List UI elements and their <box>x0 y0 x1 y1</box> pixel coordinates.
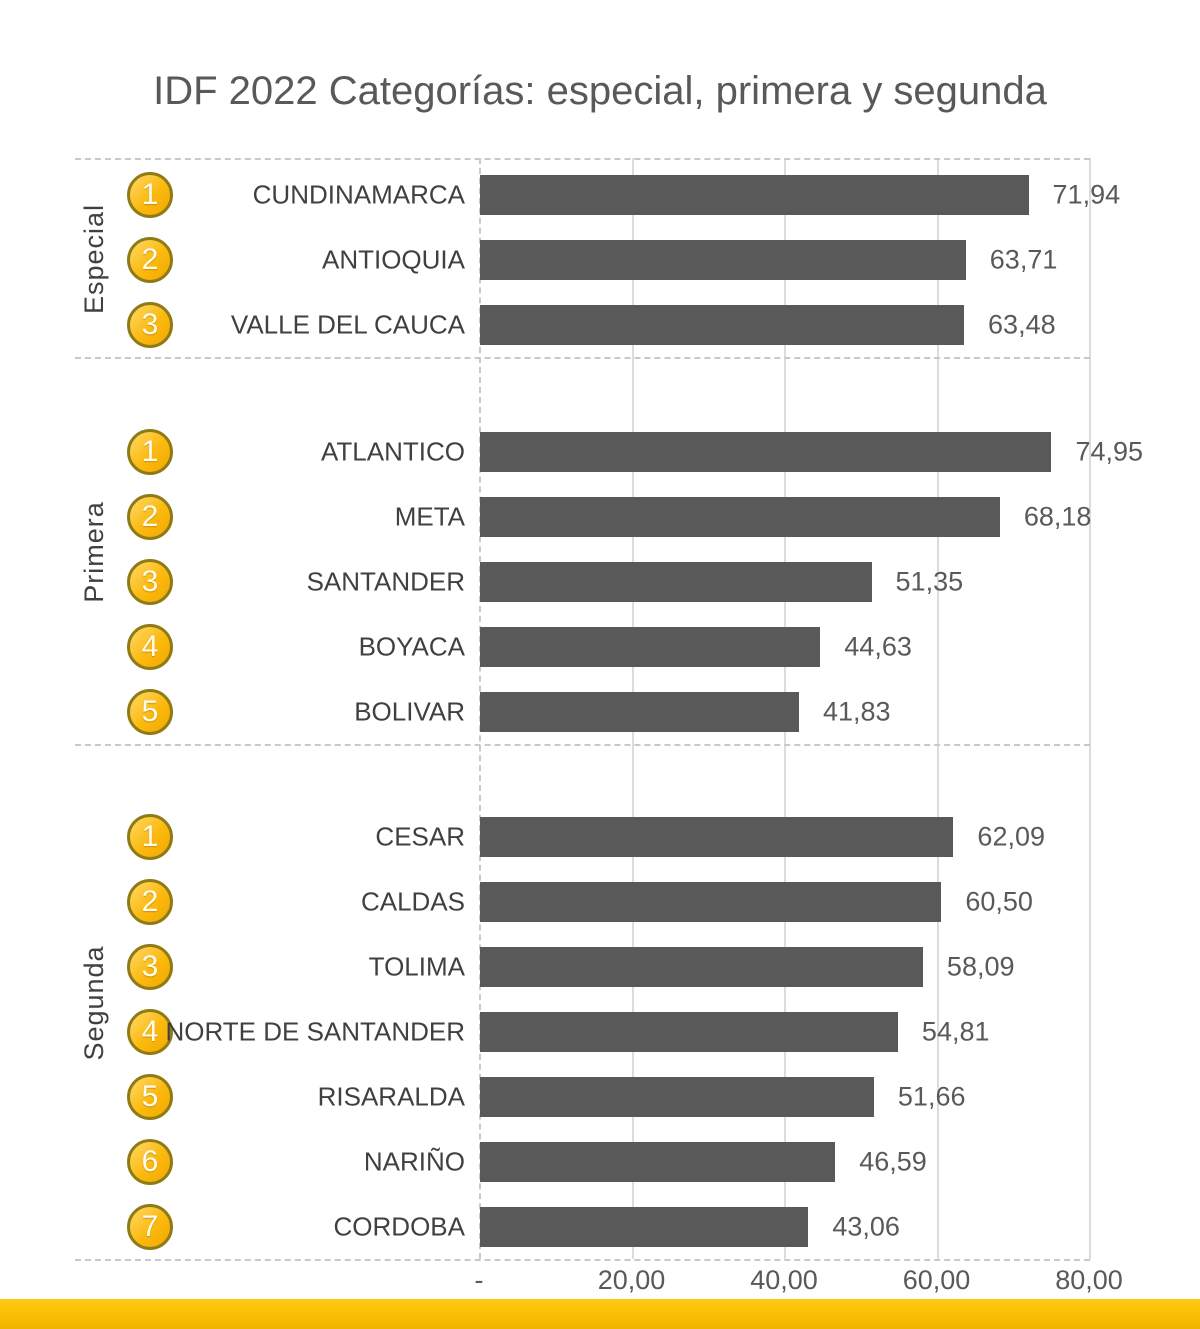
bar-row: 4 NORTE DE SANTANDER 54,81 <box>75 999 1090 1064</box>
rank-badge: 7 <box>127 1203 173 1250</box>
department-label: VALLE DEL CAUCA <box>230 309 465 339</box>
value-bar <box>480 1076 874 1117</box>
value-bar <box>480 881 942 922</box>
rank-badge: 5 <box>127 1073 173 1120</box>
x-tick-80: 80,00 <box>1055 1265 1123 1295</box>
rank-badge: 2 <box>127 493 173 540</box>
department-label: CESAR <box>375 821 465 851</box>
group-panel-segunda: Segunda 1 CESAR 62,09 2 CALDAS 60,50 3 TOLIMA 58,… <box>75 744 1090 1259</box>
department-label: CUNDINAMARCA <box>252 179 465 209</box>
bar-row: 1 ATLANTICO 74,95 <box>75 419 1143 484</box>
rank-badge: 6 <box>127 1138 173 1185</box>
x-axis: - 20,00 40,00 60,00 80,00 <box>75 1265 1123 1305</box>
bar-row: 2 CALDAS 60,50 <box>75 869 1090 934</box>
value-label: 63,71 <box>989 244 1058 274</box>
value-bar <box>480 1011 898 1052</box>
value-label: 44,63 <box>844 631 912 661</box>
x-tick-60: 60,00 <box>902 1265 971 1295</box>
value-bar <box>480 174 1029 215</box>
value-bar <box>480 691 799 732</box>
value-label: 51,35 <box>895 566 964 596</box>
bar-row: 3 SANTANDER 51,35 <box>75 549 1090 614</box>
department-label: CALDAS <box>360 886 465 916</box>
bar-row: 3 TOLIMA 58,09 <box>75 934 1090 999</box>
value-label: 62,09 <box>977 821 1045 851</box>
department-label: CORDOBA <box>333 1211 465 1241</box>
value-label: 71,94 <box>1052 179 1121 209</box>
bar-row: 3 VALLE DEL CAUCA 63,48 <box>75 292 1090 357</box>
bar-row: 6 NARIÑO 46,59 <box>75 1129 1090 1194</box>
department-label: SANTANDER <box>306 566 465 596</box>
value-label: 58,09 <box>946 951 1015 981</box>
x-tick-40: 40,00 <box>750 1265 818 1295</box>
accent-band <box>0 1299 1200 1329</box>
rank-badge: 4 <box>127 1008 173 1055</box>
bar-row: 1 CUNDINAMARCA 71,94 <box>75 162 1120 227</box>
value-bar <box>480 1206 809 1247</box>
rank-badge: 1 <box>127 171 173 218</box>
bar-row: 5 BOLIVAR 41,83 <box>75 679 1090 744</box>
rank-badge: 2 <box>127 878 173 925</box>
value-bar <box>480 816 954 857</box>
bar-chart: Especial 1 CUNDINAMARCA 71,94 2 ANTIOQUIA 63,7… <box>75 158 1143 1261</box>
value-bar <box>480 431 1052 472</box>
bar-row: 7 CORDOBA 43,06 <box>75 1194 1090 1259</box>
department-label: BOLIVAR <box>354 696 465 726</box>
rank-badge: 3 <box>127 943 173 990</box>
value-label: 74,95 <box>1075 436 1144 466</box>
rank-badge: 1 <box>127 428 173 475</box>
department-label: NORTE DE SANTANDER <box>165 1016 465 1046</box>
x-tick-0: - <box>474 1265 484 1295</box>
value-bar <box>480 561 872 602</box>
value-bar <box>480 239 966 280</box>
rank-badge: 3 <box>127 301 173 348</box>
value-label: 60,50 <box>965 886 1033 916</box>
value-bar <box>480 304 965 345</box>
rank-badge: 1 <box>127 813 173 860</box>
x-tick-20: 20,00 <box>597 1265 666 1295</box>
department-label: RISARALDA <box>317 1081 465 1111</box>
bar-row: 2 META 68,18 <box>75 484 1092 549</box>
department-label: NARIÑO <box>363 1146 465 1176</box>
value-bar <box>480 946 923 987</box>
value-label: 54,81 <box>921 1016 990 1046</box>
value-label: 41,83 <box>822 696 891 726</box>
value-label: 63,48 <box>988 309 1056 339</box>
value-bar <box>480 626 821 667</box>
bar-row: 1 CESAR 62,09 <box>75 804 1090 869</box>
value-label: 46,59 <box>859 1146 927 1176</box>
department-label: BOYACA <box>358 631 465 661</box>
rank-badge: 4 <box>127 623 173 670</box>
department-label: ATLANTICO <box>321 436 465 466</box>
value-label: 43,06 <box>832 1211 900 1241</box>
rank-badge: 3 <box>127 558 173 605</box>
bar-row: 4 BOYACA 44,63 <box>75 614 1090 679</box>
chart-title: IDF 2022 Categorías: especial, primera y… <box>153 68 1047 113</box>
department-label: META <box>394 501 465 531</box>
group-panel-especial: Especial 1 CUNDINAMARCA 71,94 2 ANTIOQUIA 63,7… <box>75 158 1120 357</box>
department-label: ANTIOQUIA <box>321 244 465 274</box>
rank-badge: 5 <box>127 688 173 735</box>
department-label: TOLIMA <box>368 951 465 981</box>
value-label: 51,66 <box>897 1081 966 1111</box>
rank-badge: 2 <box>127 236 173 283</box>
value-bar <box>480 1141 836 1182</box>
value-label: 68,18 <box>1023 501 1092 531</box>
group-panel-primera: Primera 1 ATLANTICO 74,95 2 META 68,18 3 SANTAND… <box>75 357 1143 744</box>
bar-row: 5 RISARALDA 51,66 <box>75 1064 1090 1129</box>
value-bar <box>480 496 1000 537</box>
bar-row: 2 ANTIOQUIA 63,71 <box>75 227 1090 292</box>
